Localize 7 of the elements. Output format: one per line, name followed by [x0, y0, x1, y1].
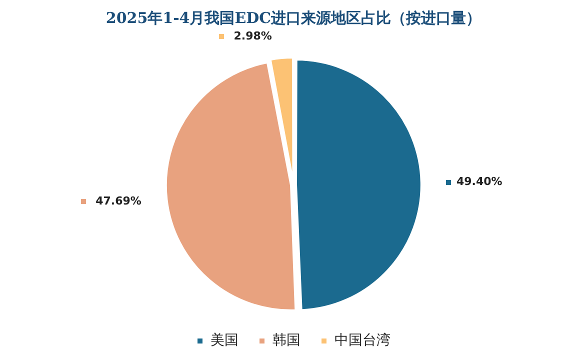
legend-label: 中国台湾	[334, 332, 390, 349]
data-label: 49.40%	[456, 174, 502, 188]
legend-label: 韩国	[272, 332, 300, 349]
data-label: 47.69%	[96, 194, 142, 208]
data-label: 2.98%	[234, 29, 272, 42]
chart-title: 2025年1-4月我国EDC进口来源地区占比（按进口量）	[106, 8, 482, 27]
legend-label: 美国	[210, 332, 238, 349]
